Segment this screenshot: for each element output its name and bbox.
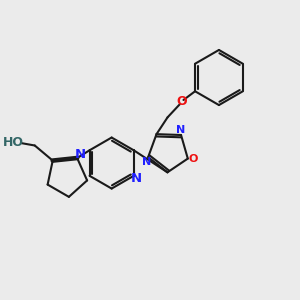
Text: N: N <box>75 148 86 161</box>
Text: HO: HO <box>3 136 24 149</box>
Text: O: O <box>177 95 187 108</box>
Text: O: O <box>188 154 198 164</box>
Text: N: N <box>142 158 151 167</box>
Text: N: N <box>131 172 142 184</box>
Text: N: N <box>176 125 186 135</box>
